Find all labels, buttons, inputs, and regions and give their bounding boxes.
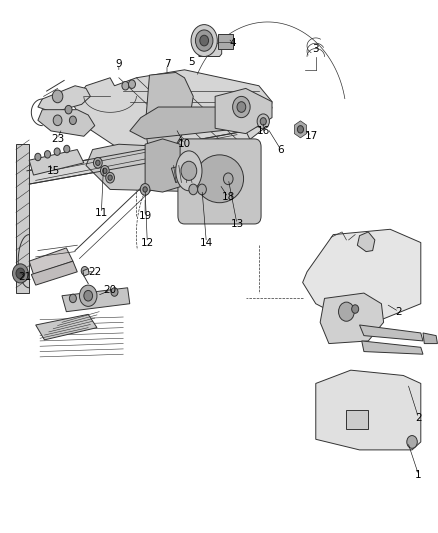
- Polygon shape: [29, 248, 73, 274]
- Text: 21: 21: [18, 272, 31, 282]
- Text: 6: 6: [277, 144, 283, 155]
- Circle shape: [128, 80, 135, 88]
- Polygon shape: [198, 43, 221, 56]
- Circle shape: [180, 161, 196, 180]
- Polygon shape: [145, 139, 180, 192]
- Text: 15: 15: [46, 166, 60, 176]
- Circle shape: [197, 184, 206, 195]
- Polygon shape: [361, 341, 422, 354]
- Circle shape: [351, 305, 358, 313]
- Circle shape: [297, 126, 303, 133]
- Text: 22: 22: [88, 267, 101, 277]
- Text: 3: 3: [312, 44, 318, 53]
- Circle shape: [100, 165, 109, 176]
- Polygon shape: [215, 88, 272, 134]
- Circle shape: [102, 168, 107, 173]
- Text: 7: 7: [163, 60, 170, 69]
- Circle shape: [12, 264, 28, 283]
- Circle shape: [84, 290, 92, 301]
- Polygon shape: [27, 131, 252, 184]
- Polygon shape: [83, 269, 89, 276]
- Circle shape: [69, 116, 76, 125]
- Text: 5: 5: [187, 57, 194, 67]
- Ellipse shape: [175, 151, 201, 191]
- Circle shape: [143, 187, 147, 192]
- FancyBboxPatch shape: [177, 139, 261, 224]
- Circle shape: [237, 102, 245, 112]
- Polygon shape: [130, 107, 272, 139]
- Polygon shape: [73, 70, 272, 160]
- Polygon shape: [359, 325, 422, 341]
- Circle shape: [338, 302, 353, 321]
- Circle shape: [406, 435, 417, 448]
- Text: 17: 17: [304, 131, 317, 141]
- Circle shape: [111, 288, 118, 296]
- Polygon shape: [35, 314, 97, 340]
- Polygon shape: [302, 229, 420, 320]
- Polygon shape: [16, 144, 29, 293]
- Circle shape: [195, 30, 212, 51]
- Circle shape: [260, 118, 266, 125]
- Circle shape: [64, 146, 70, 153]
- Polygon shape: [422, 333, 436, 344]
- Polygon shape: [29, 150, 84, 175]
- Polygon shape: [346, 410, 367, 429]
- Polygon shape: [38, 86, 90, 112]
- Text: 4: 4: [229, 38, 235, 48]
- Circle shape: [108, 175, 112, 180]
- Polygon shape: [357, 232, 374, 252]
- Text: 19: 19: [138, 211, 152, 221]
- Circle shape: [140, 183, 150, 195]
- Text: 1: 1: [414, 470, 421, 480]
- Text: 20: 20: [103, 286, 117, 295]
- Polygon shape: [31, 261, 77, 285]
- Circle shape: [106, 172, 114, 183]
- Text: 11: 11: [95, 208, 108, 219]
- Circle shape: [191, 25, 217, 56]
- Circle shape: [54, 148, 60, 156]
- Circle shape: [52, 90, 63, 103]
- Text: 12: 12: [140, 238, 154, 247]
- Circle shape: [53, 115, 62, 126]
- Circle shape: [65, 106, 72, 114]
- Circle shape: [16, 268, 25, 279]
- Circle shape: [122, 82, 129, 90]
- Text: 2: 2: [395, 306, 401, 317]
- Circle shape: [79, 285, 97, 306]
- Text: 23: 23: [51, 134, 64, 144]
- Polygon shape: [319, 293, 383, 344]
- Polygon shape: [171, 163, 195, 182]
- Circle shape: [199, 35, 208, 46]
- Text: 16: 16: [256, 126, 269, 136]
- Polygon shape: [38, 110, 95, 136]
- Circle shape: [44, 151, 50, 158]
- Circle shape: [223, 173, 233, 184]
- Circle shape: [35, 154, 41, 161]
- Text: 9: 9: [115, 60, 122, 69]
- Text: 18: 18: [221, 192, 234, 203]
- Circle shape: [95, 160, 100, 165]
- Polygon shape: [315, 370, 420, 450]
- Text: 13: 13: [230, 219, 243, 229]
- Circle shape: [188, 184, 197, 195]
- Polygon shape: [86, 144, 245, 192]
- Ellipse shape: [195, 155, 243, 203]
- Circle shape: [232, 96, 250, 118]
- Text: 2: 2: [414, 413, 421, 423]
- Polygon shape: [218, 34, 232, 49]
- Text: 10: 10: [177, 139, 191, 149]
- Circle shape: [93, 158, 102, 168]
- Circle shape: [257, 114, 269, 129]
- Polygon shape: [145, 72, 193, 160]
- Circle shape: [69, 294, 76, 303]
- Text: 14: 14: [199, 238, 212, 247]
- Circle shape: [81, 266, 88, 275]
- Polygon shape: [62, 288, 130, 312]
